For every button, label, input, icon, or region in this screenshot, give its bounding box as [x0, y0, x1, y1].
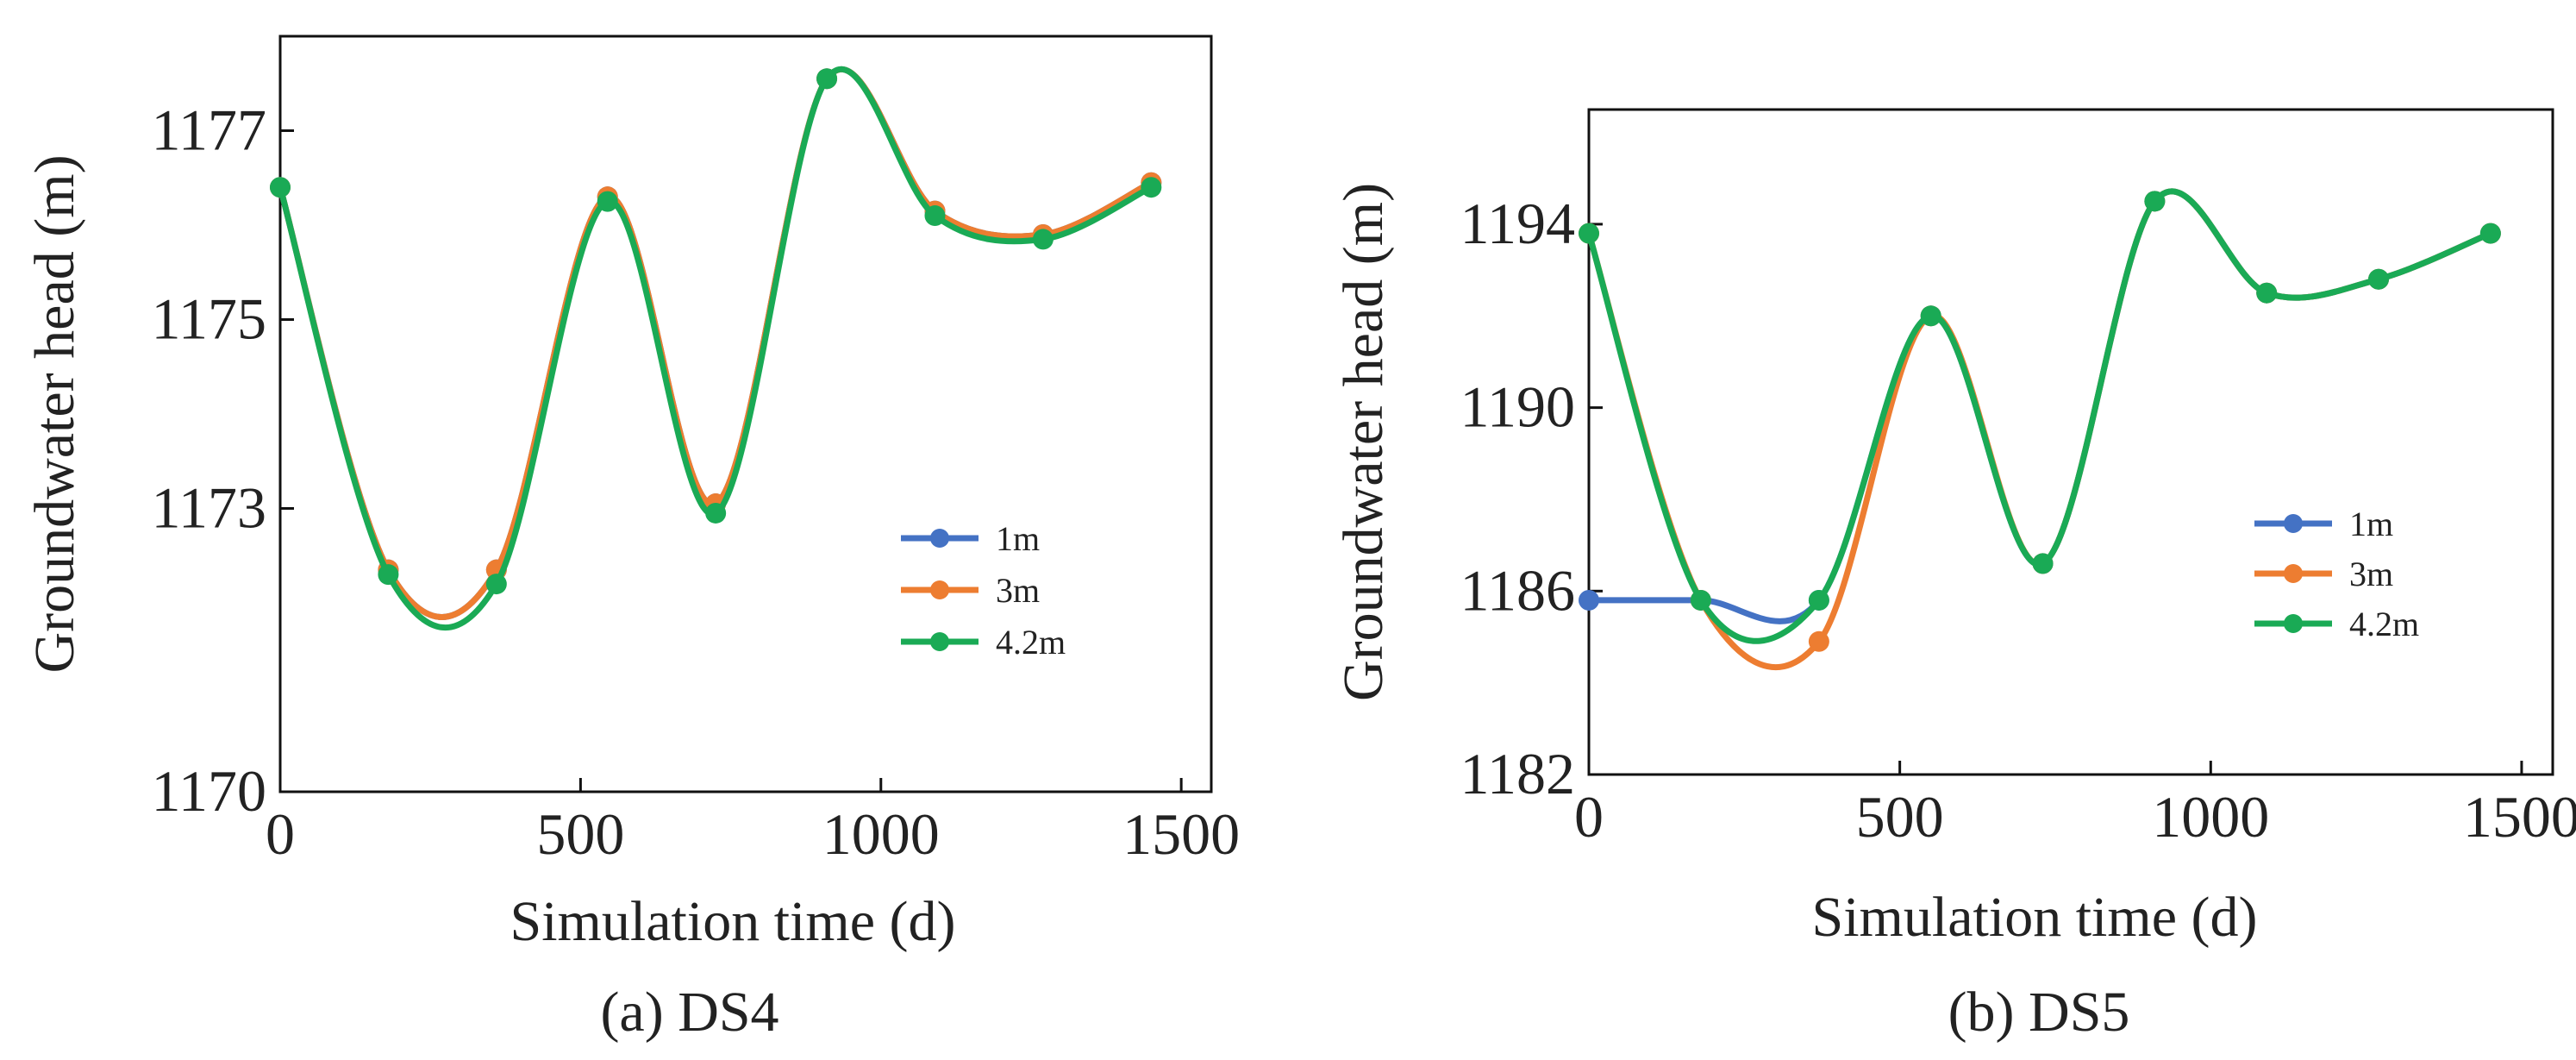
- legend-marker-1m: [930, 529, 949, 548]
- data-point-4-2m: [924, 205, 946, 227]
- data-point-4-2m: [705, 502, 727, 524]
- plot-frame: [1587, 108, 2554, 776]
- legend-label-4-2m: 4.2m: [2349, 605, 2419, 643]
- legend-label-1m: 1m: [996, 519, 1040, 558]
- legend-marker-4-2m: [930, 632, 949, 651]
- x-tick-label: 0: [1574, 784, 1604, 850]
- data-point-4-2m: [1141, 177, 1162, 198]
- data-point-4-2m: [597, 191, 618, 212]
- data-point-4-2m: [270, 177, 291, 198]
- legend-marker-3m: [2284, 564, 2303, 583]
- y-tick-label: 1177: [152, 97, 266, 163]
- y-tick-label: 1173: [152, 475, 266, 541]
- legend-label-1m: 1m: [2349, 505, 2393, 543]
- legend-marker-4-2m: [2284, 614, 2303, 633]
- y-tick-label: 1194: [1460, 191, 1575, 256]
- data-point-1m: [1579, 589, 1599, 611]
- chart-panel-ds4: 1170 1173 1175 1177 0 500 1000 1500 Simulation t…: [23, 34, 1240, 1044]
- data-point-4-2m: [2032, 553, 2054, 574]
- x-tick-label: 1000: [2152, 784, 2269, 850]
- x-tick-label: 500: [1856, 784, 1944, 850]
- panel-caption: (a) DS4: [600, 981, 778, 1044]
- x-tick-label: 0: [266, 801, 295, 867]
- data-point-4-2m: [2368, 268, 2390, 290]
- legend-marker-3m: [930, 580, 949, 599]
- panel-caption: (b) DS5: [1948, 981, 2130, 1044]
- x-tick-label: 1000: [822, 801, 940, 867]
- data-point-4-2m: [1920, 305, 1941, 327]
- plot-frame: [278, 34, 1213, 793]
- x-tick-label: 500: [536, 801, 624, 867]
- legend-label-3m: 3m: [2349, 555, 2393, 593]
- y-tick-label: 1170: [152, 758, 266, 824]
- data-point-4-2m: [1579, 223, 1599, 244]
- legend-marker-1m: [2284, 514, 2303, 533]
- y-tick-label: 1175: [152, 286, 266, 352]
- data-point-4-2m: [1808, 589, 1829, 611]
- y-tick-label: 1182: [1460, 741, 1575, 806]
- chart-panel-ds5: 1182 1186 1190 1194 0 500 1000 1500 Simulation t…: [1332, 108, 2576, 1044]
- data-point-4-2m: [2479, 223, 2501, 244]
- x-axis-title: Simulation time (d): [1812, 886, 2258, 949]
- data-point-4-2m: [378, 564, 399, 586]
- y-tick-label: 1190: [1460, 374, 1575, 440]
- data-point-4-2m: [1032, 229, 1054, 250]
- data-point-4-2m: [1690, 589, 1711, 611]
- x-axis-title: Simulation time (d): [510, 890, 956, 953]
- y-axis-title: Groundwater head (m): [1332, 183, 1395, 701]
- x-tick-label: 1500: [1122, 801, 1240, 867]
- y-tick-label: 1186: [1460, 557, 1575, 623]
- y-axis-title: Groundwater head (m): [23, 154, 86, 673]
- data-point-3m: [1808, 630, 1829, 652]
- legend-label-3m: 3m: [996, 571, 1040, 610]
- x-tick-label: 1500: [2463, 784, 2576, 850]
- series-line-3m: [1585, 188, 2494, 670]
- data-point-4-2m: [2256, 282, 2278, 304]
- data-point-4-2m: [2144, 191, 2166, 212]
- legend-label-4-2m: 4.2m: [996, 623, 1066, 662]
- data-point-4-2m: [816, 68, 838, 90]
- data-point-4-2m: [485, 574, 507, 595]
